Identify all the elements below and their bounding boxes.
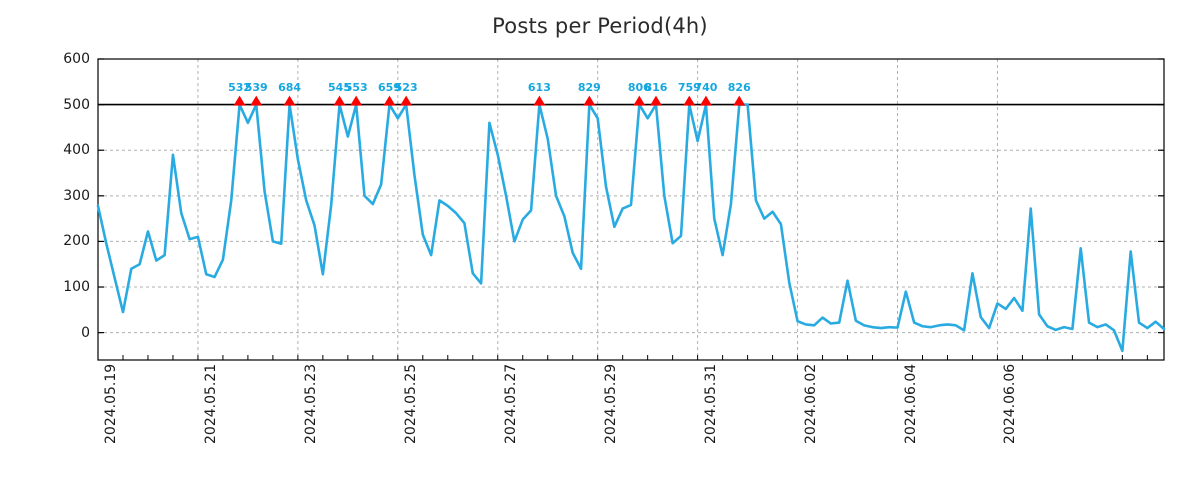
peak-value-label: 545 [328,80,351,94]
peak-value-label: 523 [394,80,418,94]
peak-value-label: 826 [727,80,751,94]
peak-value-label: 829 [577,80,601,94]
peak-value-label: 740 [694,80,718,94]
peak-value-label: 684 [278,80,302,94]
chart-title: Posts per Period(4h) [492,14,708,38]
x-axis-tick-label: 2024.05.25 [402,363,419,444]
peak-value-label: 816 [644,80,668,94]
x-axis-tick-label: 2024.05.29 [602,363,619,444]
y-axis-tick-label: 0 [81,324,90,341]
y-axis-tick-label: 300 [63,187,90,204]
x-axis-tick-label: 2024.06.06 [1002,363,1019,444]
peak-value-label: 539 [244,80,268,94]
y-axis-tick-label: 100 [63,279,90,296]
y-axis-tick-label: 200 [63,233,90,250]
y-axis-tick-label: 500 [63,96,90,113]
peak-value-label: 659 [378,80,401,94]
x-axis-tick-label: 2024.06.04 [902,363,919,444]
peak-value-label: 553 [344,80,368,94]
y-axis-tick-label: 400 [63,142,90,159]
peak-value-label: 806 [627,80,651,94]
data-line [96,103,1166,353]
x-axis-tick-label: 2024.05.21 [202,363,219,444]
peak-value-label: 532 [228,80,252,94]
x-axis-tick-label: 2024.05.19 [103,363,119,444]
y-axis-tick-label: 600 [63,51,90,67]
x-axis-tick-label: 2024.05.31 [702,363,719,444]
peak-markers [233,95,746,106]
peak-value-label: 613 [527,80,551,94]
peak-value-label: 759 [677,80,701,94]
x-axis-tick-label: 2024.05.27 [502,363,519,444]
x-axis-tick-label: 2024.06.02 [802,363,819,444]
x-axis-tick-label: 2024.05.23 [302,363,319,444]
